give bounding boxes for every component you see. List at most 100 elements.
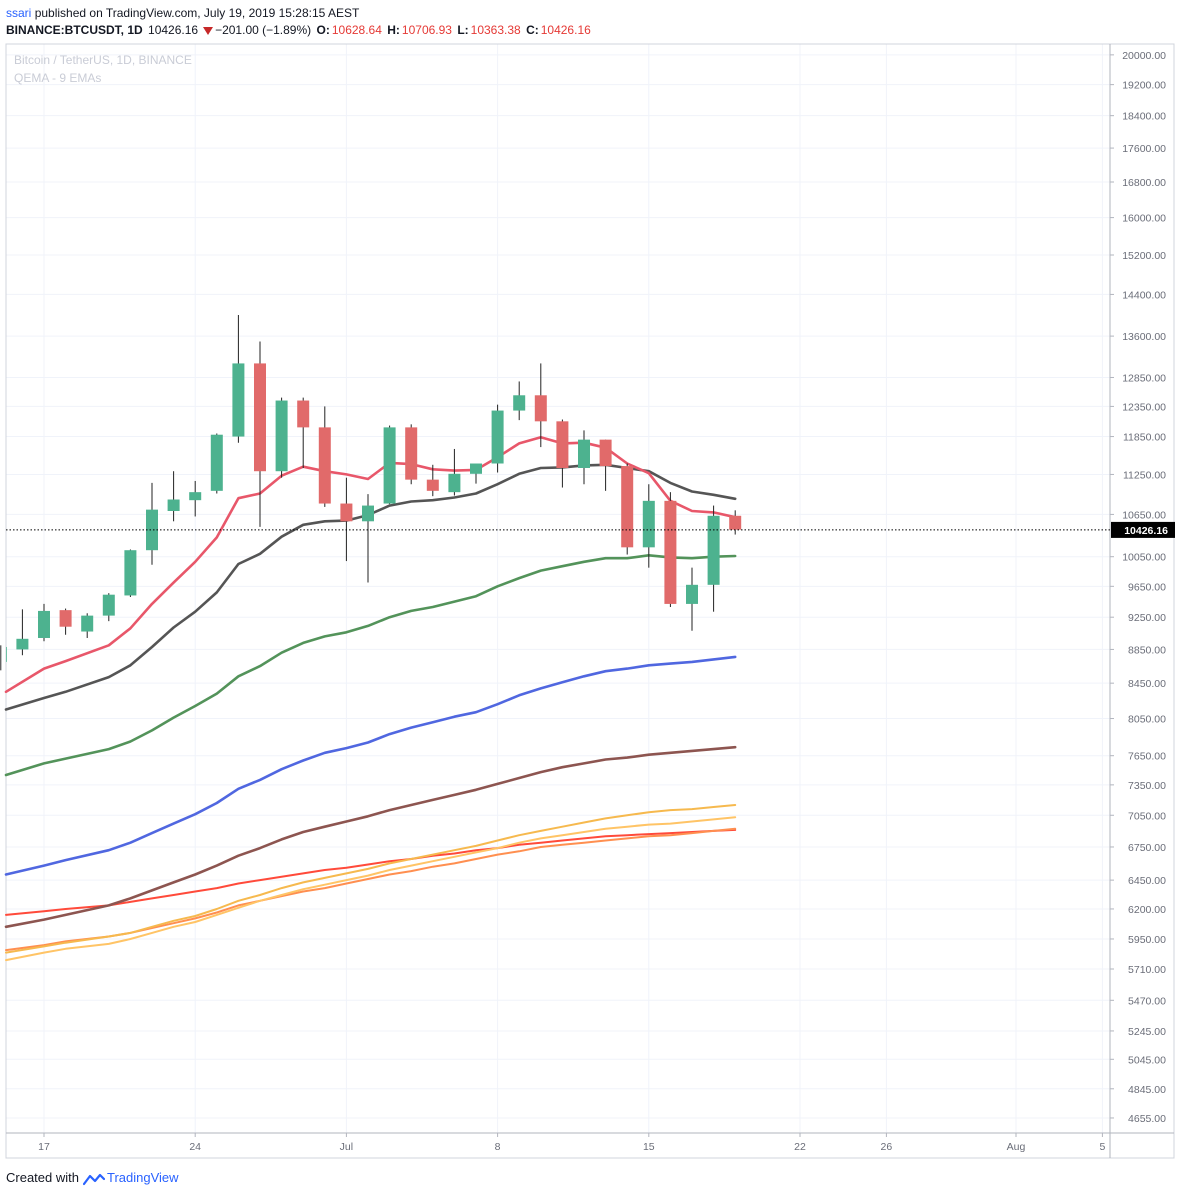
created-with-label: Created with xyxy=(6,1170,79,1185)
candle-body xyxy=(491,410,504,464)
candle-body xyxy=(448,473,461,493)
candle xyxy=(405,424,418,485)
candle-body xyxy=(729,515,742,530)
footer: Created with TradingView xyxy=(6,1170,179,1186)
candle xyxy=(0,645,7,671)
candle-body xyxy=(232,363,245,437)
candle xyxy=(383,425,396,505)
candle-body xyxy=(210,434,223,491)
candle xyxy=(686,567,698,631)
price-tick-label: 8450.00 xyxy=(1128,678,1166,690)
candle xyxy=(470,463,482,484)
candle-body xyxy=(102,594,115,616)
candle xyxy=(189,480,202,517)
price-tick-label: 9250.00 xyxy=(1128,612,1166,624)
candle-body xyxy=(470,463,482,474)
candle-body xyxy=(664,500,677,604)
ema-line-7 xyxy=(5,816,737,962)
candle-body xyxy=(642,500,655,548)
candle-body xyxy=(167,499,180,512)
candle xyxy=(124,549,137,597)
ema-line-5 xyxy=(4,745,737,929)
price-tick-label: 17600.00 xyxy=(1122,143,1166,155)
candle-body xyxy=(16,638,29,650)
price-tick-label: 6200.00 xyxy=(1128,904,1166,916)
price-tick-label: 14400.00 xyxy=(1122,289,1166,301)
candle-body xyxy=(6,646,7,662)
candle xyxy=(16,609,29,656)
time-tick-label: 22 xyxy=(794,1141,806,1153)
candle xyxy=(318,406,331,507)
price-tick-label: 6750.00 xyxy=(1128,842,1166,854)
author-link[interactable]: ssari xyxy=(6,6,32,20)
candle-body xyxy=(38,610,50,638)
price-tick-label: 18400.00 xyxy=(1122,111,1166,123)
publish-info: ssari published on TradingView.com, July… xyxy=(6,6,359,20)
price-tick-label: 7050.00 xyxy=(1128,810,1166,822)
candle xyxy=(642,484,655,568)
price-tick-label: 4845.00 xyxy=(1128,1084,1166,1096)
tradingview-brand-link[interactable]: TradingView xyxy=(106,1170,179,1185)
candle xyxy=(275,397,288,478)
time-tick-label: 17 xyxy=(38,1141,50,1153)
price-chart[interactable]: Bitcoin / TetherUS, 1D, BINANCE QEMA - 9… xyxy=(0,0,1182,1165)
candle xyxy=(362,494,374,583)
candle-body xyxy=(405,427,418,480)
candle xyxy=(556,419,569,488)
price-tick-label: 15200.00 xyxy=(1122,250,1166,262)
last-price-label: 10426.16 xyxy=(1124,525,1168,537)
candle-body xyxy=(318,427,331,504)
candle-body xyxy=(578,439,590,468)
price-tick-label: 12350.00 xyxy=(1122,401,1166,413)
candle xyxy=(340,477,353,562)
low-value: 10363.38 xyxy=(470,23,521,37)
candle-body xyxy=(81,615,94,632)
candle-body xyxy=(707,515,720,585)
candle-body xyxy=(556,421,569,468)
candle xyxy=(297,397,310,468)
price-tick-label: 4655.00 xyxy=(1128,1113,1166,1125)
candle xyxy=(729,510,742,535)
candle xyxy=(578,430,590,485)
candle-body xyxy=(59,610,72,627)
candle xyxy=(38,603,50,642)
candle-body xyxy=(254,363,266,472)
candle xyxy=(59,608,72,635)
ohlc-legend: BINANCE:BTCUSDT, 1D 10426.16 −201.00 (−1.… xyxy=(6,23,593,37)
candle-body xyxy=(362,505,374,522)
candle xyxy=(621,463,634,555)
last-price-badge xyxy=(1111,521,1175,538)
price-tick-label: 9650.00 xyxy=(1128,581,1166,593)
candle xyxy=(146,482,158,565)
ema-line-9 xyxy=(5,828,737,916)
candle-body xyxy=(686,584,698,604)
candle xyxy=(707,505,720,612)
candle xyxy=(210,433,223,494)
candle-body xyxy=(297,400,310,428)
price-tick-label: 12850.00 xyxy=(1122,372,1166,384)
close-value: 10426.16 xyxy=(540,23,591,37)
time-axis[interactable]: 17 24 Jul 8 15 22 26 Aug 5 xyxy=(38,1133,1105,1153)
price-tick-label: 16000.00 xyxy=(1122,213,1166,225)
watermark-title: Bitcoin / TetherUS, 1D, BINANCE xyxy=(14,53,192,67)
price-tick-label: 19200.00 xyxy=(1122,80,1166,92)
price-tick-label: 10050.00 xyxy=(1122,552,1166,564)
time-tick-label: 8 xyxy=(495,1141,501,1153)
candle xyxy=(448,448,461,496)
price-axis[interactable]: 20000.00 19200.00 18400.00 17600.00 16800.00… xyxy=(1110,50,1166,1125)
price-tick-label: 7650.00 xyxy=(1128,751,1166,763)
candles xyxy=(0,314,742,671)
candle xyxy=(513,381,526,421)
candle-body xyxy=(124,550,137,596)
price-tick-label: 5470.00 xyxy=(1128,995,1166,1007)
time-tick-label: 15 xyxy=(643,1141,655,1153)
candle xyxy=(599,439,612,491)
ema-line-6 xyxy=(5,804,737,954)
price-tick-label: 5710.00 xyxy=(1128,964,1166,976)
price-tick-label: 5045.00 xyxy=(1128,1054,1166,1066)
candle-body xyxy=(534,395,547,422)
price-tick-label: 5950.00 xyxy=(1128,934,1166,946)
time-tick-label: 24 xyxy=(189,1141,201,1153)
candle xyxy=(167,471,180,522)
time-tick-label: Jul xyxy=(340,1141,353,1153)
